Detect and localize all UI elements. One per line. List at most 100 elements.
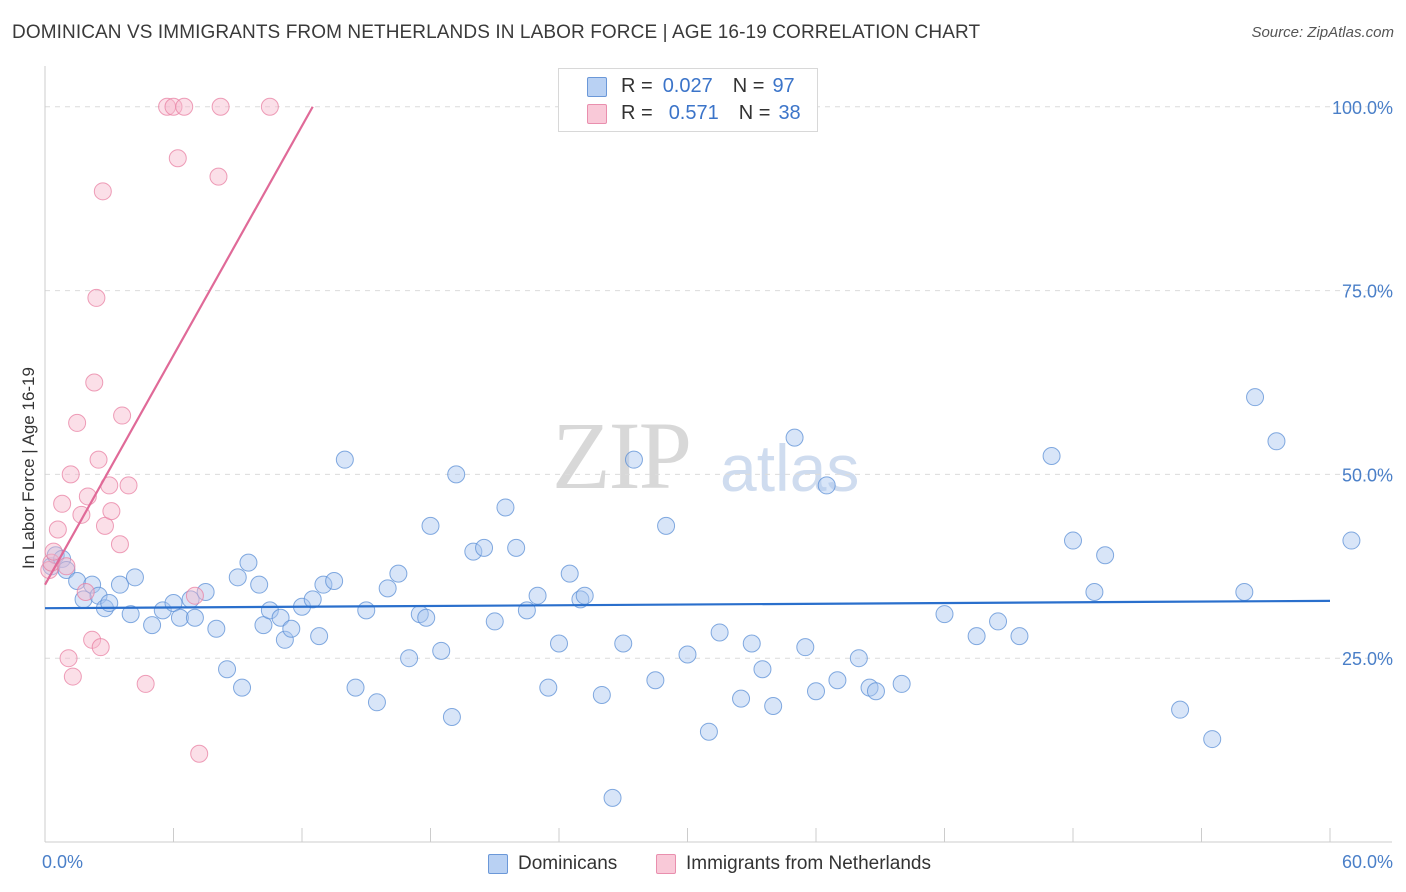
dominican-point <box>357 601 376 620</box>
chart-title: DOMINICAN VS IMMIGRANTS FROM NETHERLANDS… <box>12 22 981 43</box>
netherlands-point <box>53 494 72 513</box>
dominican-point <box>849 649 868 668</box>
legend-row-netherlands: R = 0.571 N = 38 <box>621 101 801 125</box>
dominican-point <box>989 612 1008 631</box>
dominican-point <box>1235 583 1254 602</box>
dominican-point <box>153 601 172 620</box>
dominican-point <box>1010 627 1029 646</box>
dominican-point <box>732 689 751 708</box>
dominican-point <box>753 660 772 679</box>
netherlands-point <box>136 674 155 693</box>
dominican-point <box>1085 583 1104 602</box>
dominican-point <box>539 678 558 697</box>
dominican-point <box>575 586 594 605</box>
watermark-atlas: atlas <box>720 431 860 505</box>
dominican-point <box>1342 531 1361 550</box>
netherlands-point <box>93 182 112 201</box>
legend-item-netherlands[interactable]: Immigrants from Netherlands <box>656 852 931 876</box>
x-tick-label: 0.0% <box>42 852 83 872</box>
dominican-point <box>1246 388 1265 407</box>
dominican-point <box>442 708 461 727</box>
dominican-point <box>218 660 237 679</box>
netherlands-point <box>168 149 187 168</box>
dominican-point <box>346 678 365 697</box>
legend-r-value: 0.027 <box>662 74 713 97</box>
watermark-zip: ZIP <box>552 402 692 509</box>
dominican-point <box>935 605 954 624</box>
dominican-point <box>1267 432 1286 451</box>
dominican-point <box>496 498 515 517</box>
y-tick-label: 25.0% <box>1342 649 1393 669</box>
dominican-point <box>646 671 665 690</box>
legend-swatch-pink <box>656 854 676 874</box>
y-tick-label: 75.0% <box>1342 282 1393 302</box>
dominican-point <box>475 538 494 557</box>
dominican-point <box>389 564 408 583</box>
dominican-point <box>828 671 847 690</box>
dominican-point <box>314 575 333 594</box>
legend-n-label: N = <box>738 101 771 124</box>
netherlands-point <box>211 97 230 116</box>
netherlands-point <box>87 288 106 307</box>
axes <box>44 66 1392 843</box>
netherlands-point <box>113 406 132 425</box>
dominican-point <box>699 722 718 741</box>
netherlands-point <box>57 557 76 576</box>
dominican-point <box>657 516 676 535</box>
dominican-point <box>239 553 258 572</box>
dominican-point <box>485 612 504 631</box>
legend-r-label: R = <box>621 74 653 97</box>
dominican-point <box>185 608 204 627</box>
netherlands-point <box>61 465 80 484</box>
y-axis-label: In Labor Force | Age 16-19 <box>19 367 38 569</box>
dominican-point <box>447 465 466 484</box>
netherlands-point <box>175 97 194 116</box>
tick-labels: 25.0% 50.0% 75.0% 100.0% 0.0% 60.0% <box>42 98 1393 872</box>
netherlands-point <box>85 373 104 392</box>
dominican-point <box>310 627 329 646</box>
dominicans-trend-line <box>44 599 1331 610</box>
netherlands-point <box>119 476 138 495</box>
netherlands-point <box>190 744 209 763</box>
trend-lines <box>44 106 1331 610</box>
dominican-point <box>507 538 526 557</box>
dominican-point <box>100 594 119 613</box>
netherlands-point <box>48 520 67 539</box>
dominican-point <box>83 575 102 594</box>
dominican-point <box>421 516 440 535</box>
dominican-point <box>143 616 162 635</box>
dominican-point <box>303 590 322 609</box>
legend-r-value: 0.571 <box>668 101 719 124</box>
dominican-point <box>228 568 247 587</box>
netherlands-point <box>68 413 87 432</box>
source-credit: Source: ZipAtlas.com <box>1251 24 1394 41</box>
dominicans-points <box>42 388 1361 807</box>
dominican-point <box>378 579 397 598</box>
netherlands-point <box>209 167 228 186</box>
legend-row-dominicans: R = 0.027 N = 97 <box>621 74 795 98</box>
dominican-point <box>1203 730 1222 749</box>
y-tick-label: 50.0% <box>1342 465 1393 485</box>
legend-n-label: N = <box>732 74 765 97</box>
dominican-point <box>335 450 354 469</box>
dominican-point <box>275 630 294 649</box>
dominican-point <box>400 649 419 668</box>
dominican-point <box>817 476 836 495</box>
dominican-point <box>1064 531 1082 550</box>
x-tick-label: 60.0% <box>1342 852 1393 872</box>
dominican-point <box>1171 700 1190 719</box>
dominican-point <box>742 634 761 653</box>
dominican-point <box>624 450 643 469</box>
dominican-point <box>207 619 226 638</box>
dominican-point <box>325 571 344 590</box>
netherlands-point <box>63 667 82 686</box>
netherlands-point <box>260 97 279 116</box>
dominican-point <box>432 641 451 660</box>
dominican-point <box>196 583 215 602</box>
legend-item-dominicans[interactable]: Dominicans <box>488 852 617 876</box>
dominican-point <box>1042 447 1061 465</box>
dominican-point <box>892 674 911 693</box>
dominican-point <box>967 627 986 646</box>
dominican-point <box>592 685 611 704</box>
